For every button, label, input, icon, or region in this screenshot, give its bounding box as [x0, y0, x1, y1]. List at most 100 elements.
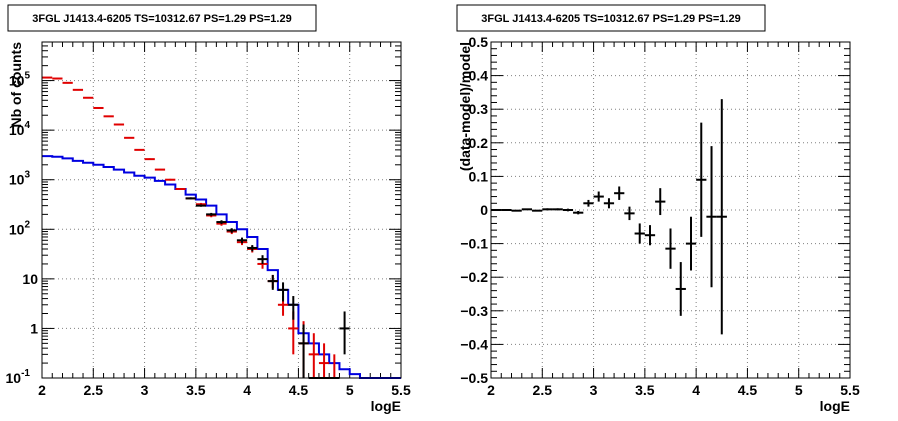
data-point [257, 255, 268, 264]
model-point [103, 115, 114, 118]
residual-point [706, 146, 717, 288]
model-point [144, 158, 155, 161]
x-tick-label: 3 [590, 382, 598, 398]
residual-point [511, 209, 522, 212]
x-tick-label: 5.5 [391, 382, 411, 398]
residual-point [521, 208, 533, 211]
y-tick-label: 0.4 [469, 68, 489, 84]
residual-point [685, 216, 697, 271]
title-frame [456, 4, 766, 32]
y-tick-label: 103 [9, 170, 31, 188]
x-tick-label: 4 [243, 382, 251, 398]
model-point [124, 136, 135, 139]
y-tick-label: 0.5 [469, 34, 489, 50]
plot-frame [41, 41, 402, 379]
model-point [42, 76, 53, 79]
chart-title-box: 3FGL J1413.4-6205 TS=10312.67 PS=1.29 PS… [7, 4, 317, 32]
x-tick-label: 5.5 [840, 382, 860, 398]
y-tick-label: 10-1 [6, 368, 31, 386]
model-point [154, 168, 166, 171]
model-point [113, 123, 125, 126]
x-tick-label: 2 [487, 382, 495, 398]
x-tick-label: 4.5 [738, 382, 758, 398]
data-point [277, 282, 289, 302]
y-tick-label: −0.4 [460, 336, 488, 352]
residual-point [716, 99, 727, 335]
residual-point [562, 208, 574, 212]
residual-point [491, 209, 502, 211]
data-point [267, 274, 278, 290]
data-point [226, 228, 237, 233]
residual-point [655, 188, 666, 216]
y-tick-label: 1 [30, 320, 38, 336]
y-tick-label: 104 [9, 120, 31, 138]
data-point [216, 220, 227, 224]
data-point [298, 324, 309, 378]
residual-point [634, 223, 645, 244]
y-tick-label: −0.3 [460, 303, 488, 319]
y-tick-label: 0.2 [469, 135, 489, 151]
y-tick-label: −0.1 [460, 236, 488, 252]
x-tick-label: 2.5 [533, 382, 553, 398]
residuals-pad: 3FGL J1413.4-6205 TS=10312.67 PS=1.29 PS… [449, 0, 898, 421]
x-tick-label: 5 [346, 382, 354, 398]
y-tick-label: 0.1 [469, 168, 489, 184]
residual-point [603, 198, 615, 209]
y-axis-title: (data-model)/model [457, 42, 473, 171]
model-point [62, 81, 73, 84]
x-tick-label: 2 [38, 382, 46, 398]
residual-point [583, 199, 594, 207]
counts-spectrum-chart: 3FGL J1413.4-6205 TS=10312.67 PS=1.29 PS… [6, 4, 411, 414]
plot-frame [490, 41, 851, 379]
residual-point [675, 262, 686, 316]
model-point [329, 354, 340, 379]
chart-title-box: 3FGL J1413.4-6205 TS=10312.67 PS=1.29 PS… [456, 4, 766, 32]
x-tick-label: 3 [141, 382, 149, 398]
chart-title: 3FGL J1413.4-6205 TS=10312.67 PS=1.29 PS… [32, 13, 291, 25]
x-axis-title: logE [820, 398, 850, 414]
residual-point [542, 208, 553, 211]
x-tick-label: 4 [692, 382, 700, 398]
title-frame [7, 4, 317, 32]
model-point [52, 77, 63, 80]
residual-point [614, 186, 625, 200]
model-point [175, 187, 186, 191]
data-point [288, 296, 299, 320]
model-point [72, 88, 84, 91]
residual-point [665, 228, 676, 269]
data-point [206, 212, 217, 216]
residuals-chart: 3FGL J1413.4-6205 TS=10312.67 PS=1.29 PS… [456, 4, 860, 414]
residual-point [624, 206, 635, 221]
y-tick-label: 105 [9, 71, 31, 89]
component-histogram [42, 155, 401, 379]
x-tick-label: 3.5 [635, 382, 655, 398]
y-tick-label: 0.3 [469, 101, 489, 117]
chart-title: 3FGL J1413.4-6205 TS=10312.67 PS=1.29 PS… [481, 13, 740, 25]
residual-point [696, 122, 707, 237]
data-point [247, 245, 258, 252]
model-point [165, 178, 176, 181]
y-tick-label: −0.2 [460, 269, 488, 285]
y-tick-label: −0.5 [460, 370, 488, 386]
x-tick-label: 2.5 [84, 382, 104, 398]
x-tick-label: 5 [795, 382, 803, 398]
x-tick-label: 4.5 [289, 382, 309, 398]
y-tick-label: 0 [480, 202, 488, 218]
residual-point [501, 209, 512, 211]
residual-point [644, 225, 656, 246]
data-point [236, 237, 248, 244]
model-point [134, 148, 145, 151]
data-point [195, 204, 207, 207]
residual-point [532, 209, 543, 212]
y-tick-label: 102 [9, 219, 31, 237]
residual-point [573, 211, 584, 215]
x-tick-label: 3.5 [186, 382, 206, 398]
data-point [339, 311, 350, 355]
model-point [308, 333, 319, 378]
y-tick-label: 10 [22, 271, 38, 287]
y-axis-title: Nb of counts [8, 42, 24, 128]
residual-point [552, 208, 563, 211]
model-point [318, 343, 330, 378]
residual-point [593, 191, 604, 202]
data-point [185, 197, 196, 200]
